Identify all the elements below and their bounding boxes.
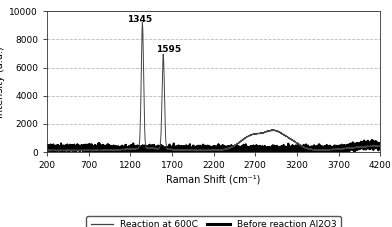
Before reaction Al2O3 bbox=[369, 139, 374, 142]
Before reaction Al2O3 bbox=[319, 147, 323, 149]
Reaction at 600C bbox=[70, 150, 75, 152]
Reaction at 600C bbox=[319, 149, 323, 151]
Legend: Reaction at 600C, Before reaction Al2O3: Reaction at 600C, Before reaction Al2O3 bbox=[86, 216, 341, 227]
Reaction at 600C bbox=[105, 149, 110, 151]
Reaction at 600C bbox=[378, 145, 383, 148]
Reaction at 600C bbox=[45, 149, 49, 151]
X-axis label: Raman Shift (cm⁻¹): Raman Shift (cm⁻¹) bbox=[167, 174, 261, 184]
Reaction at 600C bbox=[140, 21, 145, 24]
Text: 1595: 1595 bbox=[156, 45, 181, 54]
Before reaction Al2O3 bbox=[293, 149, 298, 152]
Before reaction Al2O3 bbox=[261, 148, 266, 151]
Before reaction Al2O3 bbox=[105, 143, 110, 146]
Reaction at 600C bbox=[294, 141, 298, 144]
Text: 1345: 1345 bbox=[127, 15, 152, 24]
Reaction at 600C bbox=[261, 132, 266, 134]
Reaction at 600C bbox=[172, 148, 177, 151]
Reaction at 600C bbox=[245, 135, 249, 138]
Line: Reaction at 600C: Reaction at 600C bbox=[47, 22, 380, 151]
Before reaction Al2O3 bbox=[45, 147, 49, 150]
Line: Before reaction Al2O3: Before reaction Al2O3 bbox=[47, 140, 380, 152]
Before reaction Al2O3 bbox=[378, 146, 383, 149]
Before reaction Al2O3 bbox=[45, 151, 50, 153]
Y-axis label: Intensity (a.u.): Intensity (a.u.) bbox=[0, 46, 5, 118]
Before reaction Al2O3 bbox=[245, 147, 249, 149]
Before reaction Al2O3 bbox=[172, 147, 177, 150]
